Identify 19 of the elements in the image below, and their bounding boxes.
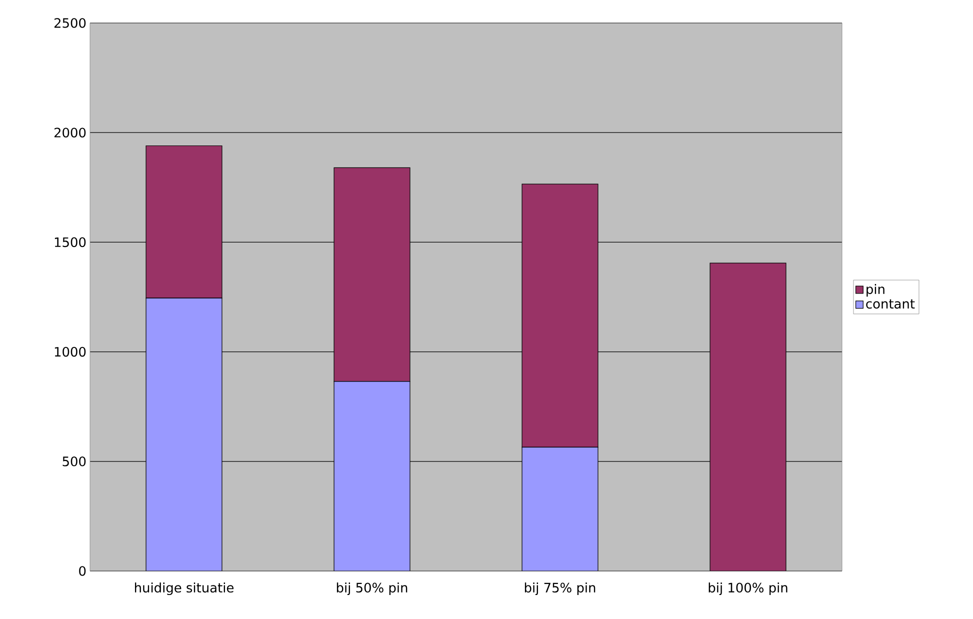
bar [334, 167, 410, 382]
y-tick-label: 2000 [54, 128, 86, 138]
bar [146, 145, 222, 298]
x-tick-label: bij 50% pin [336, 582, 408, 596]
x-tick-label: bij 100% pin [708, 582, 788, 596]
bar [710, 262, 786, 571]
y-tick-label: 1000 [54, 346, 86, 357]
x-tick-label: bij 75% pin [524, 582, 596, 596]
bar [146, 298, 222, 571]
bar [334, 381, 410, 571]
bar [522, 446, 598, 571]
x-tick-label: huidige situatie [134, 582, 234, 596]
y-tick-label: 500 [62, 456, 86, 466]
bar [522, 184, 598, 448]
y-tick-label: 0 [79, 566, 86, 576]
y-tick-label: 2500 [54, 18, 86, 28]
y-tick-label: 1500 [54, 237, 86, 248]
legend-label: pin [866, 284, 884, 297]
legend-label: contant [866, 299, 915, 309]
